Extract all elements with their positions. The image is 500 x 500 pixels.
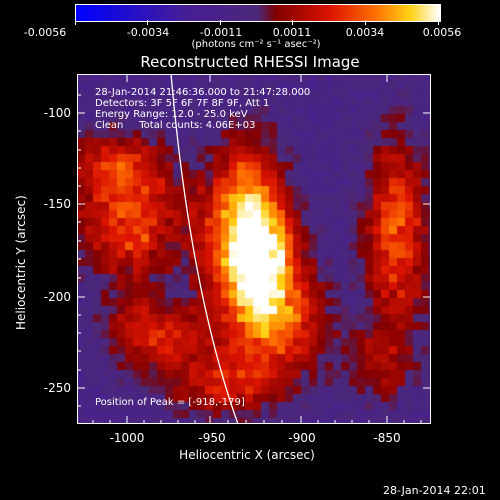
colorbar-tick-label: 0.0011 <box>272 26 312 39</box>
x-tick-label: -900 <box>288 431 316 445</box>
peak-position: Position of Peak = [-918,-179] <box>95 397 245 408</box>
colorbar-tick-label: -0.0034 <box>126 26 170 39</box>
colorbar-tick <box>438 20 439 25</box>
colorbar-units: (photons cm⁻² s⁻¹ asec⁻²) <box>191 39 321 50</box>
y-axis-label: Heliocentric Y (arcsec) <box>14 195 28 330</box>
colorbar-tick <box>220 20 221 25</box>
x-axis-label: Heliocentric X (arcsec) <box>179 448 315 462</box>
colorbar-tick <box>292 20 293 25</box>
colorbar-tick-label: -0.0011 <box>199 26 243 39</box>
rhessi-image <box>77 74 431 424</box>
info-time-range: 28-Jan-2014 21:46:36.000 to 21:47:28.000 <box>95 87 311 98</box>
x-tick-label: -850 <box>373 431 401 445</box>
plot-datestamp: 28-Jan-2014 22:01 <box>383 484 486 497</box>
y-tick-label: -200 <box>43 290 71 304</box>
info-detectors: Detectors: 3F 5F 6F 7F 8F 9F, Att 1 <box>95 98 270 109</box>
colorbar-tick-label: -0.0056 <box>23 26 67 39</box>
info-energy-range: Energy Range: 12.0 - 25.0 keV <box>95 109 248 120</box>
colorbar-tick <box>75 20 76 25</box>
colorbar-tick-label: 0.0034 <box>345 26 385 39</box>
y-ticks <box>77 94 431 407</box>
solar-limb-line <box>170 73 239 425</box>
colorbar-tick <box>365 20 366 25</box>
colorbar-gradient <box>75 4 441 22</box>
y-tick-label: -150 <box>43 197 71 211</box>
y-tick-label: -100 <box>43 106 71 120</box>
colorbar-tick <box>147 20 148 25</box>
y-tick-label: -250 <box>43 381 71 395</box>
colorbar-tick-label: 0.0056 <box>422 26 462 39</box>
plot-title: Reconstructed RHESSI Image <box>140 53 360 71</box>
x-ticks <box>92 74 422 424</box>
colorbar <box>75 4 441 22</box>
plot-frame <box>77 74 431 424</box>
x-tick-label: -950 <box>198 431 226 445</box>
info-clean-counts: Clean Total counts: 4.06E+03 <box>95 120 256 131</box>
x-tick-label: -1000 <box>109 431 145 445</box>
